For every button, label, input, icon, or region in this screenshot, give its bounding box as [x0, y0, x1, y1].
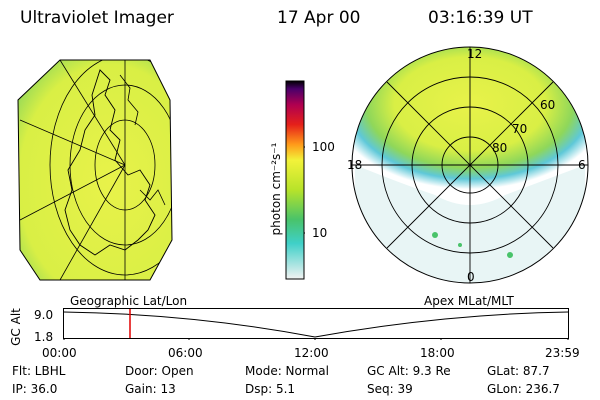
mlt-label-0: 0 [467, 270, 475, 284]
status-dsp: Dsp: 5.1 [245, 382, 296, 396]
mlat-label-80: 80 [492, 141, 508, 155]
status-gc-alt: GC Alt: 9.3 Re [367, 364, 451, 378]
xtick-2359: 23:59 [545, 346, 580, 360]
mlt-label-18: 18 [347, 158, 363, 172]
time-label: 03:16:39 UT [428, 8, 533, 28]
colorbar-tick-100: 100 [312, 140, 335, 154]
xtick-0600: 06:00 [168, 346, 203, 360]
status-glon: GLon: 236.7 [487, 382, 560, 396]
altitude-tick-top: 9.0 [34, 308, 54, 322]
mlt-label-12: 12 [467, 47, 483, 61]
status-seq: Seq: 39 [367, 382, 413, 396]
color-scale-bar [285, 80, 305, 280]
geographic-map-label: Geographic Lat/Lon [70, 294, 188, 308]
colorbar-tick-10: 10 [312, 226, 328, 240]
altitude-plot [63, 308, 569, 340]
mlat-label-70: 70 [512, 122, 528, 136]
geographic-image [17, 59, 173, 281]
xtick-1800: 18:00 [420, 346, 455, 360]
status-ip: IP: 36.0 [12, 382, 58, 396]
date-label: 17 Apr 00 [277, 8, 361, 28]
status-mode: Mode: Normal [245, 364, 329, 378]
polar-image [351, 46, 589, 284]
altitude-axis-label: GC Alt [9, 308, 23, 346]
altitude-tick-bottom: 1.8 [34, 330, 54, 344]
status-gain: Gain: 13 [125, 382, 176, 396]
colorbar-unit-label: photon cm⁻²s⁻¹ [269, 142, 283, 236]
status-glat: GLat: 87.7 [487, 364, 550, 378]
xtick-1200: 12:00 [294, 346, 329, 360]
instrument-title: Ultraviolet Imager [20, 8, 174, 28]
xtick-0000: 00:00 [42, 346, 77, 360]
mlat-label-60: 60 [540, 98, 556, 112]
polar-map-label: Apex MLat/MLT [424, 294, 514, 308]
status-filter: Flt: LBHL [12, 364, 66, 378]
status-door: Door: Open [125, 364, 194, 378]
mlt-label-6: 6 [578, 158, 586, 172]
